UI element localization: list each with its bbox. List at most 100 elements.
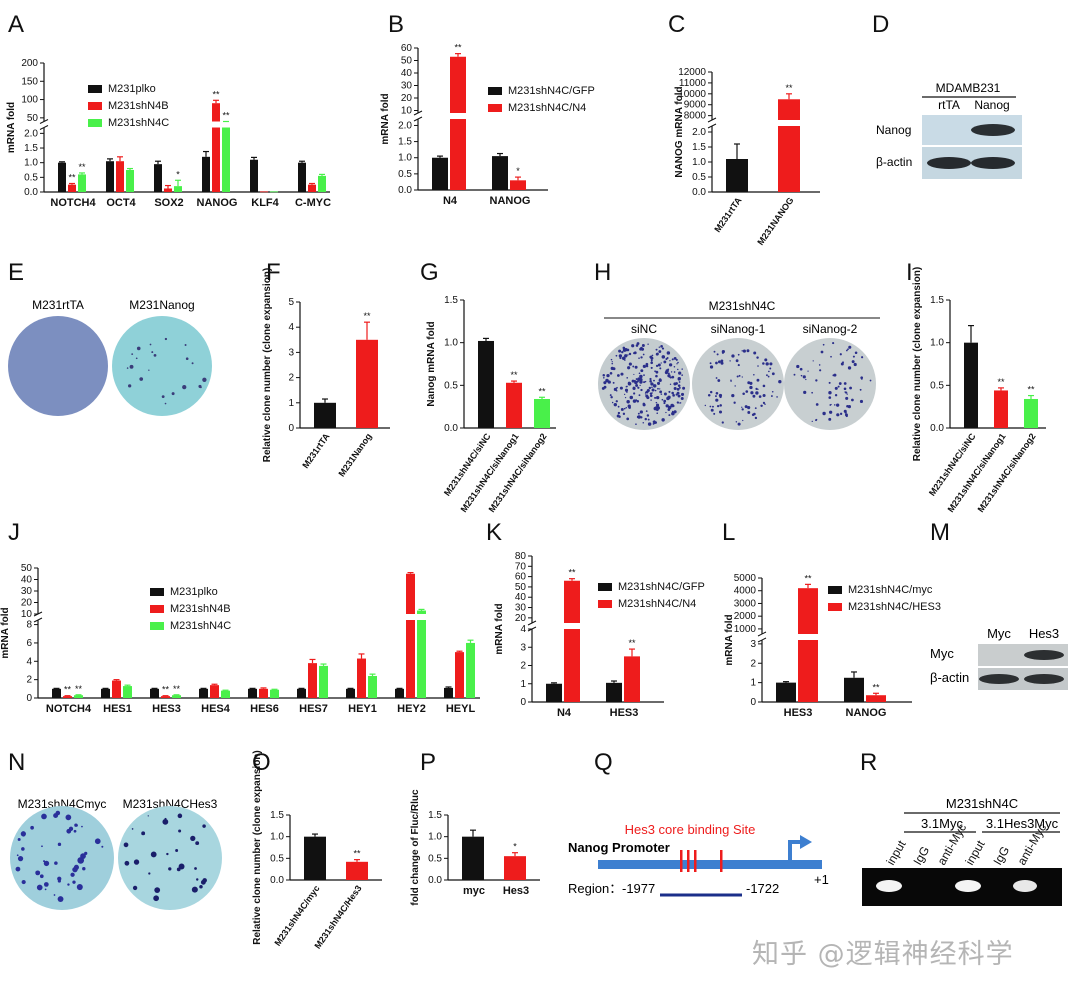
colony-dot: [645, 390, 649, 394]
y-tick-label: 1.5: [930, 295, 944, 306]
y-tick-label: 40: [21, 575, 33, 586]
bar: [172, 695, 181, 698]
bar: [462, 836, 484, 880]
bar: [432, 157, 448, 190]
colony-dot: [162, 818, 169, 825]
y-tick-label: 30: [515, 603, 527, 614]
colony-dot: [718, 410, 723, 414]
colony-dot: [752, 394, 756, 398]
colony-dot: [667, 374, 671, 378]
y-tick-label: 0.5: [24, 172, 38, 183]
tss-arrow-head: [800, 835, 812, 849]
colony-dot: [41, 813, 47, 820]
colony-dot: [21, 880, 26, 885]
bar-break-gap: [449, 113, 467, 119]
colony-dot: [639, 374, 643, 379]
watermark: 知乎 @逻辑神经科学: [752, 939, 1014, 970]
colony-dot: [175, 849, 179, 852]
axis-break-mark: [39, 119, 49, 124]
y-tick-label: 6: [26, 638, 32, 649]
y-tick-label: 0: [26, 693, 32, 704]
colony-dot: [819, 369, 822, 372]
colony-dot: [666, 351, 671, 355]
y-tick-label: 1.5: [24, 143, 38, 154]
colony-dot: [655, 401, 658, 404]
y-tick-label: 1.0: [930, 338, 944, 349]
y-tick-label: 3: [288, 347, 294, 358]
axis-break-mark: [757, 631, 767, 637]
bar: [164, 188, 172, 192]
axis-break-mark: [707, 117, 717, 123]
plate-E-dish-2: [112, 316, 212, 416]
blot-D-cell-line: MDAMB231: [936, 81, 1001, 95]
colony-dot: [43, 860, 46, 863]
blot-M-membrane-2: [978, 668, 1068, 690]
x-category-label: M231shN4C/Hes3: [312, 883, 363, 950]
plate-N-colonies: [15, 810, 207, 902]
colony-dot: [670, 371, 673, 373]
significance-star: **: [454, 43, 462, 53]
colony-dot: [629, 395, 634, 400]
binding-site-mark-4: [720, 850, 723, 872]
colony-dot: [848, 345, 852, 349]
colony-dot: [750, 391, 754, 395]
significance-star: **: [997, 377, 1005, 387]
colony-dot: [747, 406, 751, 410]
colony-dot: [631, 379, 635, 383]
colony-dot: [15, 866, 21, 872]
bar: [58, 162, 66, 192]
colony-dot: [822, 411, 826, 416]
panel-label-R: R: [860, 749, 877, 776]
y-tick-label: 8: [26, 620, 32, 631]
colony-dot: [818, 364, 821, 366]
bar-break-gap: [211, 121, 221, 128]
colony-dot: [658, 378, 662, 382]
bar: [417, 610, 426, 698]
colony-dot: [54, 861, 58, 865]
colony-dot: [655, 406, 659, 410]
bar: [534, 398, 550, 428]
colony-dot: [847, 366, 852, 370]
y-axis-label: Nanog mRNA fold: [426, 321, 437, 406]
x-category-label: HES3: [784, 707, 813, 719]
x-category-label: HES3: [152, 703, 181, 715]
colony-dot: [731, 394, 735, 398]
blot-D-row-actin: β-actin: [876, 155, 912, 169]
colony-dot: [633, 351, 636, 355]
significance-star: **: [510, 370, 518, 380]
blot-M-lane-1: Myc: [987, 626, 1011, 641]
colony-dot: [796, 364, 800, 369]
colony-dot: [667, 372, 670, 375]
colony-dot: [625, 407, 627, 409]
colony-dot: [177, 813, 183, 819]
colony-dot: [652, 422, 655, 425]
x-category-label: HEYL: [446, 703, 476, 715]
bar: [248, 688, 257, 698]
colony-dot: [640, 356, 643, 359]
colony-dot: [671, 411, 675, 416]
colony-dot: [132, 885, 138, 891]
colony-dot: [658, 346, 661, 348]
colony-dot: [742, 392, 745, 395]
bar: [450, 56, 466, 190]
legend-label: M231shN4C: [170, 620, 231, 632]
colony-dot: [626, 377, 629, 379]
x-category-label: N4: [557, 707, 572, 719]
colony-dot: [859, 399, 864, 404]
panel-Q-promoter-diagram: Hes3 core binding Site Nanog Promoter +1…: [568, 822, 829, 897]
colony-dot: [124, 860, 130, 866]
colony-dot: [659, 367, 662, 370]
colony-dot: [202, 878, 207, 883]
bar: [866, 695, 886, 702]
colony-dot: [731, 354, 735, 358]
colony-dot: [602, 373, 606, 377]
colony-dot: [733, 401, 736, 404]
colony-dot: [769, 362, 773, 366]
x-category-label: HES4: [201, 703, 231, 715]
colony-dot: [762, 393, 766, 397]
blot-M-row-myc: Myc: [930, 646, 954, 661]
y-tick-label: 1: [750, 678, 756, 689]
colony-dot: [711, 405, 714, 408]
bar: [112, 680, 121, 698]
y-tick-label: 11000: [679, 78, 707, 89]
